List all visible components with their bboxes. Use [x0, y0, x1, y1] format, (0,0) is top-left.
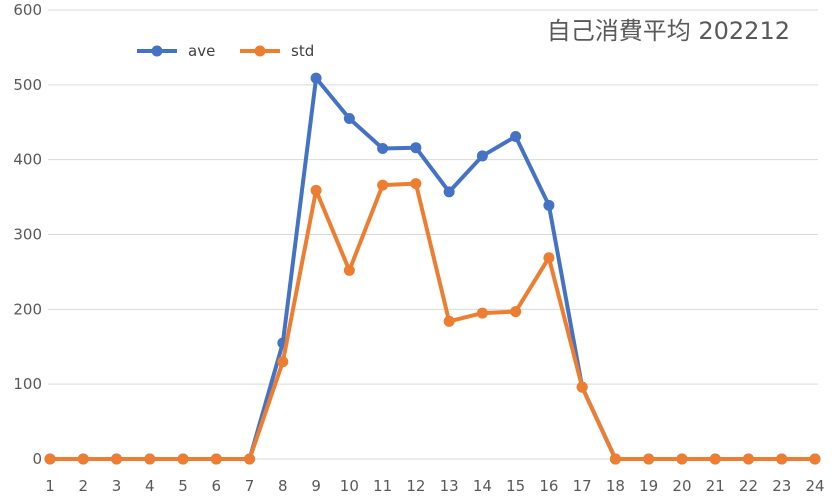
data-point-std: [510, 306, 522, 318]
data-point-std: [643, 453, 655, 465]
y-tick-label: 300: [13, 226, 42, 244]
x-tick-label: 5: [178, 477, 188, 495]
data-point-std: [44, 453, 56, 465]
data-point-std: [576, 381, 588, 393]
data-point-std: [609, 453, 621, 465]
series-layer: [44, 72, 821, 465]
y-tick-label: 200: [13, 300, 42, 318]
data-point-ave: [510, 130, 522, 142]
x-tick-label: 21: [706, 477, 725, 495]
x-tick-label: 12: [406, 477, 425, 495]
x-tick-label: 16: [539, 477, 558, 495]
y-tick-label: 500: [13, 76, 42, 94]
chart-title: 自己消費平均 202212: [547, 17, 790, 45]
data-point-std: [742, 453, 754, 465]
data-point-std: [476, 307, 488, 319]
data-point-std: [776, 453, 788, 465]
data-point-std: [410, 178, 422, 190]
data-point-std: [210, 453, 222, 465]
x-tick-label: 15: [506, 477, 525, 495]
y-tick-label: 600: [13, 1, 42, 19]
x-tick-label: 6: [212, 477, 222, 495]
data-point-ave: [443, 186, 455, 198]
x-tick-label: 13: [440, 477, 459, 495]
series-line-std: [48, 181, 817, 461]
data-point-std: [77, 453, 89, 465]
gridlines: [48, 9, 818, 460]
data-point-std: [277, 356, 289, 368]
x-tick-label: 20: [672, 477, 691, 495]
y-tick-label: 400: [13, 151, 42, 169]
data-point-std: [443, 315, 455, 327]
x-tick-label: 2: [78, 477, 88, 495]
data-point-std: [377, 179, 389, 191]
data-point-ave: [410, 142, 422, 154]
data-point-std: [676, 453, 688, 465]
y-tick-label: 0: [32, 450, 42, 468]
data-point-std: [709, 453, 721, 465]
x-tick-label: 22: [739, 477, 758, 495]
x-tick-label: 11: [373, 477, 392, 495]
data-point-std: [177, 453, 189, 465]
x-tick-label: 19: [639, 477, 658, 495]
y-tick-label: 100: [13, 375, 42, 393]
x-tick-label: 18: [606, 477, 625, 495]
data-point-std: [809, 453, 821, 465]
y-axis: 0 100 200 300 400 500 600: [13, 1, 42, 468]
data-point-std: [111, 453, 123, 465]
data-point-std: [144, 453, 156, 465]
x-tick-label: 23: [772, 477, 791, 495]
x-tick-label: 7: [245, 477, 255, 495]
data-point-std: [343, 264, 355, 276]
legend: ave std: [137, 42, 314, 60]
legend-marker-ave: [151, 45, 163, 57]
data-point-ave: [476, 150, 488, 162]
x-tick-label: 8: [278, 477, 288, 495]
x-tick-label: 14: [473, 477, 492, 495]
x-tick-label: 4: [145, 477, 155, 495]
series-line-ave: [48, 76, 817, 461]
data-point-std: [244, 453, 256, 465]
x-tick-label: 24: [805, 477, 824, 495]
legend-label-ave: ave: [188, 42, 215, 60]
data-point-ave: [343, 113, 355, 125]
data-point-std: [543, 252, 555, 264]
data-point-std: [310, 184, 322, 196]
legend-label-std: std: [291, 42, 314, 60]
x-tick-label: 1: [45, 477, 55, 495]
data-point-ave: [543, 199, 555, 211]
x-tick-label: 10: [340, 477, 359, 495]
x-tick-label: 17: [573, 477, 592, 495]
x-tick-label: 9: [311, 477, 321, 495]
x-axis: 1 2 3 4 5 6 7 8 9 10 11 12 13 14 15 16 17 18 19 20 21 22 23 24: [45, 477, 824, 495]
data-point-ave: [377, 142, 389, 154]
x-tick-label: 3: [112, 477, 122, 495]
data-point-ave: [310, 72, 322, 84]
legend-marker-std: [254, 45, 266, 57]
